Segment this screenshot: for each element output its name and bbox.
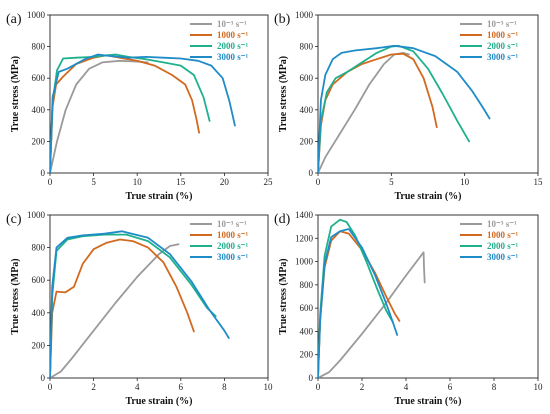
- x-axis-title: True strain (%): [125, 191, 192, 202]
- x-tick-label: 15: [176, 177, 186, 187]
- chart-panel-4: 0 2 4 6 8 10 0 200 400 600 800 1000 1200 1400 True str…: [274, 210, 543, 407]
- series-line-2: [50, 238, 195, 378]
- y-tick-label: 400: [300, 105, 314, 115]
- series-line-4: [318, 228, 399, 378]
- chart-panel-3: 0 2 4 6 8 10 0 200 400 600 800 1000 True strain (%) T…: [6, 210, 273, 407]
- plot-frame: [49, 14, 269, 174]
- y-axis-title: True stress (MPa): [10, 56, 21, 132]
- panel-label: (c): [6, 212, 22, 227]
- series-line-2: [318, 52, 438, 173]
- y-tick-label: 800: [32, 243, 46, 253]
- plot-frame: [317, 14, 539, 174]
- y-tick-label: 600: [300, 73, 314, 83]
- series-line-3: [318, 44, 470, 173]
- y-tick-label: 200: [300, 350, 314, 360]
- series-line-4: [50, 230, 230, 378]
- plot-frame: [49, 214, 269, 379]
- legend-label-3: 2000 s⁻¹: [487, 41, 519, 51]
- legend-label-1: 10⁻³ s⁻¹: [487, 19, 517, 29]
- x-tick-label: 10: [264, 382, 274, 392]
- x-tick-label: 5: [91, 177, 96, 187]
- x-axis-title: True strain (%): [394, 396, 461, 407]
- x-tick-label: 8: [492, 382, 497, 392]
- y-tick-label: 1400: [295, 210, 314, 220]
- chart-panel-2: 0 5 10 15 0 200 400 600 800 1000 True strain (%) Tr…: [274, 10, 543, 202]
- legend-label-4: 3000 s⁻¹: [487, 52, 519, 62]
- x-tick-label: 10: [460, 177, 470, 187]
- y-tick-label: 1000: [27, 10, 46, 20]
- x-tick-label: 10: [534, 382, 544, 392]
- x-tick-label: 2: [360, 382, 365, 392]
- panel-label: (b): [274, 12, 291, 27]
- y-tick-label: 0: [309, 168, 314, 178]
- x-tick-label: 0: [48, 382, 53, 392]
- x-tick-label: 2: [91, 382, 96, 392]
- legend-label-2: 1000 s⁻¹: [217, 30, 249, 40]
- y-tick-label: 200: [32, 340, 46, 350]
- panel-label: (a): [6, 12, 22, 27]
- x-tick-label: 0: [316, 177, 321, 187]
- y-axis-title: True stress (MPa): [278, 56, 289, 132]
- x-tick-label: 4: [404, 382, 409, 392]
- x-tick-label: 20: [220, 177, 230, 187]
- y-tick-label: 1000: [295, 257, 314, 267]
- y-tick-label: 1200: [295, 233, 314, 243]
- series-line-4: [50, 53, 236, 173]
- legend-label-1: 10⁻³ s⁻¹: [487, 219, 517, 229]
- x-tick-label: 8: [222, 382, 227, 392]
- x-axis-title: True strain (%): [394, 191, 461, 202]
- legend-label-2: 1000 s⁻¹: [487, 30, 519, 40]
- y-tick-label: 200: [32, 136, 46, 146]
- series-line-2: [50, 54, 200, 173]
- y-tick-label: 1000: [295, 10, 314, 20]
- x-tick-label: 25: [264, 177, 274, 187]
- x-axis-title: True strain (%): [125, 396, 192, 407]
- x-tick-label: 10: [133, 177, 143, 187]
- series-line-3: [50, 53, 211, 173]
- x-tick-label: 4: [135, 382, 140, 392]
- y-tick-label: 0: [309, 373, 314, 383]
- y-tick-label: 800: [32, 42, 46, 52]
- legend-label-2: 1000 s⁻¹: [217, 230, 249, 240]
- x-tick-label: 15: [534, 177, 544, 187]
- y-tick-label: 600: [32, 73, 46, 83]
- legend-label-4: 3000 s⁻¹: [487, 252, 519, 262]
- x-tick-label: 0: [48, 177, 53, 187]
- series-line-1: [318, 52, 410, 173]
- y-tick-label: 400: [300, 326, 314, 336]
- y-tick-label: 400: [32, 105, 46, 115]
- x-tick-label: 6: [448, 382, 453, 392]
- series-line-4: [318, 44, 491, 173]
- y-tick-label: 1000: [27, 210, 46, 220]
- y-tick-label: 600: [32, 275, 46, 285]
- legend-label-2: 1000 s⁻¹: [487, 230, 519, 240]
- y-tick-label: 800: [300, 280, 314, 290]
- chart-panel-1: 0 5 10 15 20 25 0 200 400 600 800 1000 True strain (…: [6, 10, 273, 202]
- plot-frame: [317, 214, 539, 379]
- legend-label-3: 2000 s⁻¹: [487, 241, 519, 251]
- legend-label-3: 2000 s⁻¹: [217, 41, 249, 51]
- y-axis-title: True stress (MPa): [10, 258, 21, 334]
- x-tick-label: 0: [316, 382, 321, 392]
- legend-label-1: 10⁻³ s⁻¹: [217, 219, 247, 229]
- y-axis-title: True stress (MPa): [278, 258, 289, 334]
- series-line-1: [50, 59, 149, 173]
- legend-label-4: 3000 s⁻¹: [217, 252, 249, 262]
- series-line-1: [50, 243, 180, 378]
- panel-label: (d): [274, 212, 291, 227]
- y-tick-label: 0: [41, 168, 46, 178]
- x-tick-label: 5: [389, 177, 394, 187]
- series-line-1: [318, 251, 426, 378]
- legend-label-3: 2000 s⁻¹: [217, 241, 249, 251]
- y-tick-label: 800: [300, 42, 314, 52]
- legend-label-1: 10⁻³ s⁻¹: [217, 19, 247, 29]
- y-tick-label: 400: [32, 308, 46, 318]
- y-tick-label: 600: [300, 303, 314, 313]
- y-tick-label: 200: [300, 136, 314, 146]
- y-tick-label: 0: [41, 373, 46, 383]
- x-tick-label: 6: [179, 382, 184, 392]
- legend-label-4: 3000 s⁻¹: [217, 52, 249, 62]
